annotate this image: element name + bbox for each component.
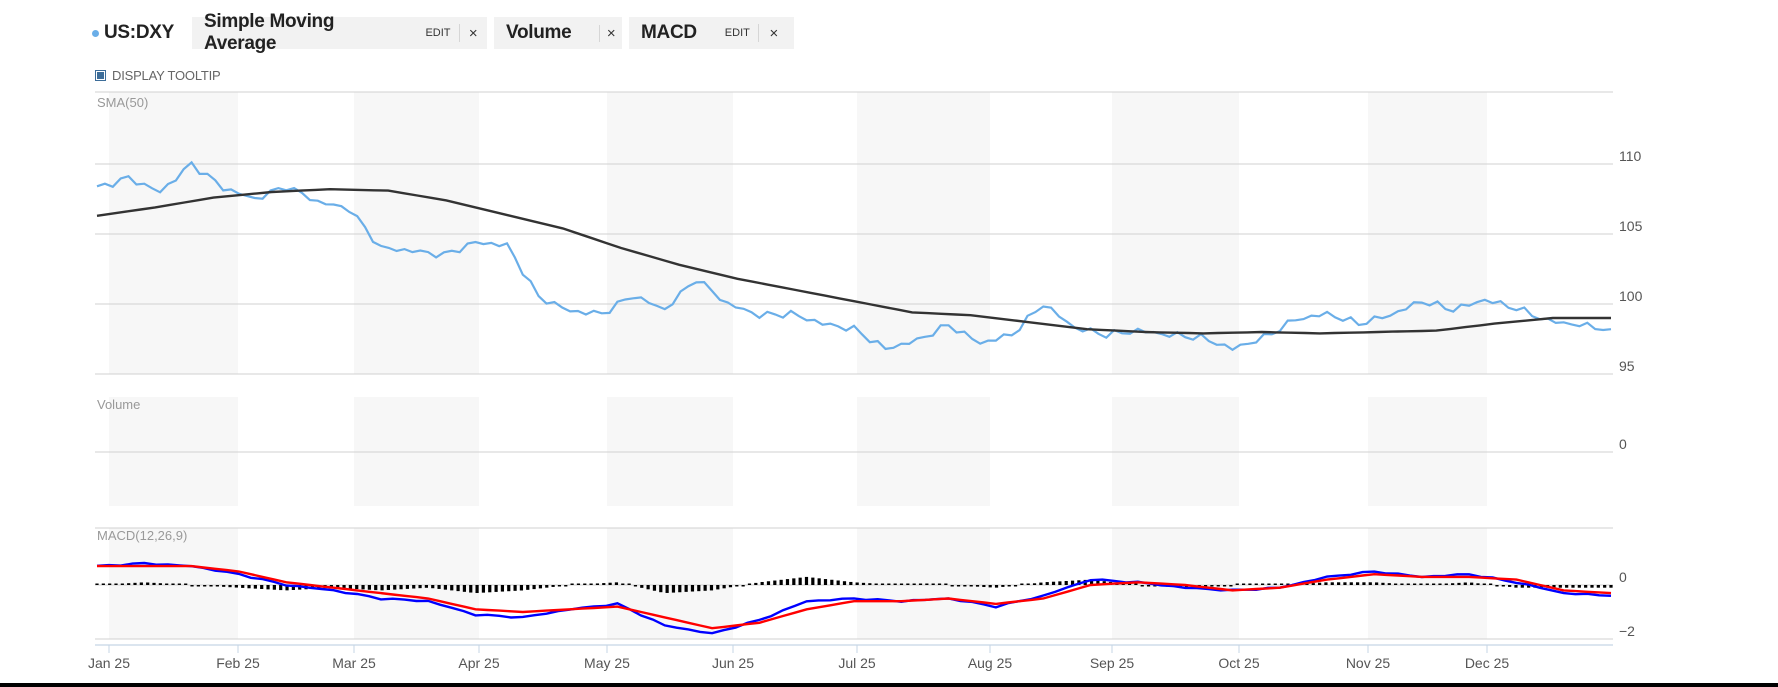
edit-sma-button[interactable]: EDIT	[425, 24, 460, 42]
macd-line[interactable]	[96, 561, 1612, 635]
indicator-tab-sma[interactable]: Simple Moving Average EDIT ×	[192, 11, 487, 54]
x-tick-label: Oct 25	[1218, 655, 1259, 671]
gridlines	[95, 91, 1613, 646]
series-color-dot-icon	[92, 29, 99, 37]
x-tick-label: Apr 25	[458, 655, 499, 671]
x-axis: Jan 25 Feb 25 Mar 25 Apr 25 May 25 Jun 25 Jul …	[88, 645, 1509, 671]
x-tick-label: Feb 25	[216, 655, 260, 671]
price-tick-label: 110	[1619, 148, 1642, 164]
indicator-tab-label: MACD	[641, 22, 697, 43]
x-tick-label: Jan 25	[88, 655, 130, 671]
close-volume-icon[interactable]: ×	[599, 24, 622, 42]
x-tick-label: Jul 25	[838, 655, 876, 671]
x-tick-label: Mar 25	[332, 655, 376, 671]
sma-line[interactable]	[96, 187, 1611, 335]
display-tooltip-toggle[interactable]: DISPLAY TOOLTIP	[95, 68, 221, 83]
price-tick-label: 105	[1619, 218, 1643, 234]
x-tick-label: Aug 25	[968, 655, 1013, 671]
y-axis-labels: 110 105 100 95 0 0 −2	[1619, 148, 1643, 639]
month-bands	[109, 92, 1487, 639]
price-tick-label: 95	[1619, 358, 1635, 374]
bottom-edge-bar	[0, 683, 1778, 687]
price-line[interactable]	[96, 160, 1612, 352]
macd-panel-label: MACD(12,26,9)	[97, 528, 187, 543]
indicator-toolbar: US:DXY Simple Moving Average EDIT × Volu…	[92, 11, 801, 54]
x-tick-label: Sep 25	[1090, 655, 1135, 671]
signal-line[interactable]	[97, 564, 1612, 630]
tooltip-toggle-label: DISPLAY TOOLTIP	[112, 68, 221, 83]
ticker-legend: US:DXY	[92, 22, 174, 44]
indicator-tab-label: Simple Moving Average	[204, 11, 335, 54]
x-tick-label: Jun 25	[712, 655, 754, 671]
indicator-tab-macd[interactable]: MACD EDIT ×	[629, 17, 794, 49]
volume-tick-label: 0	[1619, 436, 1627, 452]
price-tick-label: 100	[1619, 288, 1643, 304]
close-macd-icon[interactable]: ×	[769, 24, 779, 42]
x-tick-label: Dec 25	[1465, 655, 1510, 671]
macd-tick-label: −2	[1619, 623, 1635, 639]
volume-panel-label: Volume	[97, 397, 140, 412]
x-tick-label: May 25	[584, 655, 630, 671]
indicator-tab-volume[interactable]: Volume ×	[494, 17, 622, 49]
close-sma-icon[interactable]: ×	[468, 24, 478, 42]
macd-tick-label: 0	[1619, 569, 1627, 585]
tooltip-checkbox[interactable]	[95, 70, 106, 81]
indicator-tab-label: Volume	[506, 22, 572, 43]
ticker-label: US:DXY	[104, 22, 174, 43]
x-tick-label: Nov 25	[1346, 655, 1391, 671]
price-panel-label: SMA(50)	[97, 95, 148, 110]
checkbox-checked-icon	[97, 72, 104, 79]
edit-macd-button[interactable]: EDIT	[725, 24, 759, 42]
